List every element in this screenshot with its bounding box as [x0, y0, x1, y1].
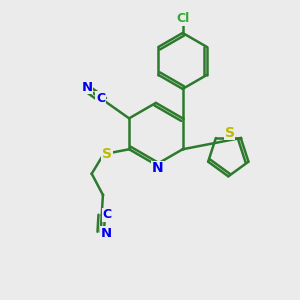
Text: S: S — [102, 147, 112, 161]
Text: N: N — [152, 161, 163, 175]
Text: C: C — [103, 208, 112, 221]
Text: N: N — [81, 81, 92, 94]
Text: Cl: Cl — [176, 12, 189, 25]
Text: N: N — [100, 227, 112, 240]
Text: C: C — [96, 92, 105, 105]
Text: S: S — [225, 126, 235, 140]
